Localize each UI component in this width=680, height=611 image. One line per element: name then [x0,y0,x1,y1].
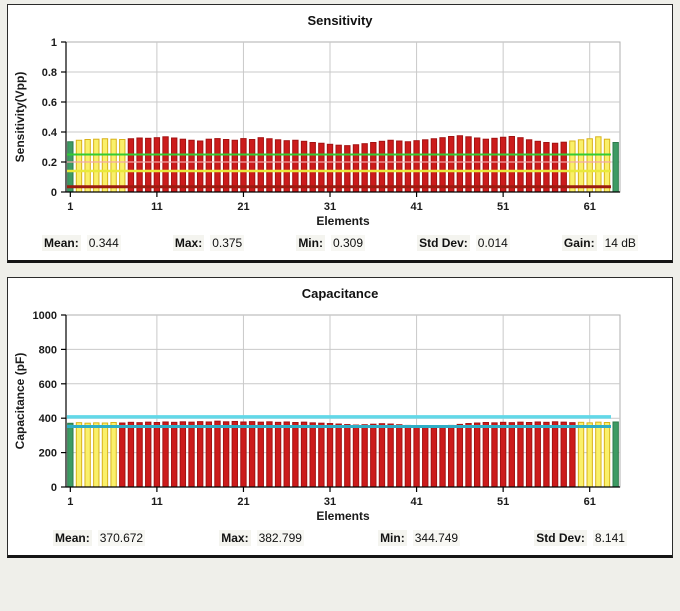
stat-min-label: Min: [296,235,325,251]
svg-text:0: 0 [51,187,57,199]
svg-text:51: 51 [497,496,509,508]
svg-text:31: 31 [324,496,336,508]
svg-text:800: 800 [39,344,57,356]
stat-stddev-value: 8.141 [592,530,627,546]
svg-text:1: 1 [67,201,73,213]
stat-min: Min: 344.749 [378,530,461,546]
svg-text:51: 51 [497,201,509,213]
stat-mean-label: Mean: [42,235,81,251]
sensitivity-stats-row: Mean: 0.344 Max: 0.375 Min: 0.309 Std Dev: 0… [10,230,670,256]
svg-text:1: 1 [51,37,57,49]
capacitance-chart-title: Capacitance [301,286,379,301]
sensitivity-chart: 00.20.40.60.811 11 21 31 41 51 61ElementsSensi… [13,37,621,228]
stat-stddev-label: Std Dev: [417,235,470,251]
svg-text:21: 21 [237,496,249,508]
stat-stddev: Std Dev: 8.141 [534,530,627,546]
svg-text:61: 61 [584,201,596,213]
capacitance-stats-row: Mean: 370.672 Max: 382.799 Min: 344.749 Std… [10,525,670,551]
stat-mean: Mean: 0.344 [42,235,121,251]
svg-text:Sensitivity(Vpp): Sensitivity(Vpp) [13,72,27,163]
stat-mean: Mean: 370.672 [53,530,146,546]
svg-text:0.4: 0.4 [42,127,58,139]
stat-min-label: Min: [378,530,407,546]
svg-text:1000: 1000 [33,310,57,322]
svg-text:0.2: 0.2 [42,157,57,169]
stat-stddev-label: Std Dev: [534,530,587,546]
svg-text:0: 0 [51,482,57,494]
stat-gain: Gain: 14 dB [561,235,638,251]
svg-text:Capacitance (pF): Capacitance (pF) [13,353,27,450]
sensitivity-chart-title: Sensitivity [307,13,373,28]
stat-max: Max: 0.375 [172,235,245,251]
stat-max-value: 0.375 [210,235,245,251]
svg-text:Elements: Elements [316,214,370,228]
stat-gain-label: Gain: [561,235,597,251]
svg-text:1: 1 [67,496,73,508]
svg-text:200: 200 [39,448,57,460]
svg-text:21: 21 [237,201,249,213]
stat-gain-value: 14 dB [602,235,638,251]
stat-stddev-value: 0.014 [475,235,510,251]
svg-text:11: 11 [151,496,163,508]
stat-max: Max: 382.799 [219,530,304,546]
stat-mean-value: 370.672 [97,530,146,546]
svg-text:41: 41 [410,201,422,213]
svg-text:0.8: 0.8 [42,67,57,79]
stat-max-label: Max: [219,530,251,546]
svg-text:61: 61 [584,496,596,508]
sensitivity-panel: Sensitivity 0 0.2 0.4 0.6 0.8 1 1 11 21 31 41 51 61 E… [7,4,673,263]
svg-text:11: 11 [151,201,163,213]
stat-mean-value: 0.344 [86,235,121,251]
svg-text:400: 400 [39,413,57,425]
stat-stddev: Std Dev: 0.014 [417,235,510,251]
stat-mean-label: Mean: [53,530,92,546]
svg-text:0.6: 0.6 [42,97,57,109]
svg-text:41: 41 [410,496,422,508]
svg-text:31: 31 [324,201,336,213]
capacitance-panel: Capacitance 0 200 400 600 800 1000 1 11 21 31 41 51… [7,277,673,558]
stat-min-value: 0.309 [330,235,365,251]
stat-max-value: 382.799 [256,530,304,546]
stat-min: Min: 0.309 [296,235,365,251]
stat-max-label: Max: [172,235,205,251]
stat-min-value: 344.749 [412,530,461,546]
svg-text:Elements: Elements [316,509,370,523]
svg-text:600: 600 [39,379,57,391]
